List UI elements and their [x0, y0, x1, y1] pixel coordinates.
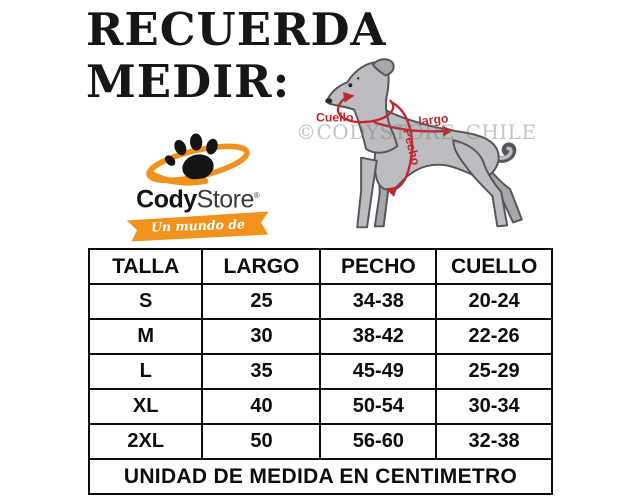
- cell-cuello: 20-24: [435, 283, 553, 320]
- cell-talla: S: [87, 283, 204, 320]
- cell-pecho: 38-42: [319, 318, 438, 355]
- watermark-text: ©CODYSTORE_CHILE: [296, 120, 537, 144]
- length-label: largo: [418, 111, 449, 128]
- logo-tagline: Un mundo de patitas: [150, 216, 246, 260]
- brand-name-light: Store: [196, 185, 255, 214]
- cell-pecho: 45-49: [319, 353, 438, 390]
- cell-cuello: 25-29: [435, 353, 553, 390]
- size-chart-table: TALLA LARGO PECHO CUELLO S 25 34-38 20-2…: [87, 248, 553, 495]
- cell-cuello: 30-34: [435, 388, 553, 425]
- logo-ribbon: Un mundo de patitas: [125, 209, 272, 260]
- table-row: 2XL 50 56-60 32-38: [87, 423, 553, 460]
- cell-largo: 50: [201, 423, 322, 460]
- table-row: XL 40 50-54 30-34: [87, 388, 553, 425]
- cell-talla: XL: [87, 388, 204, 425]
- table-row: M 30 38-42 22-26: [87, 318, 553, 355]
- table-row: L 35 45-49 25-29: [87, 353, 553, 390]
- dog-measurement-diagram: Cuello Pecho largo: [316, 58, 523, 229]
- paw-ring-icon: [146, 133, 250, 186]
- ribbon-banner-shape: [126, 211, 269, 242]
- cell-largo: 40: [201, 388, 322, 425]
- page-title-line2: MEDIR:: [86, 55, 291, 108]
- chest-arrow: [385, 101, 414, 197]
- cell-pecho: 34-38: [319, 283, 438, 320]
- table-header-row: TALLA LARGO PECHO CUELLO: [87, 248, 553, 285]
- cell-talla: 2XL: [87, 423, 204, 460]
- cell-talla: L: [87, 353, 204, 390]
- cell-cuello: 22-26: [435, 318, 553, 355]
- neck-arrow: [336, 91, 395, 124]
- registered-mark: ®: [253, 191, 260, 200]
- page-title-line1: RECUERDA: [86, 3, 387, 56]
- header-talla: TALLA: [87, 248, 204, 285]
- cell-cuello: 32-38: [435, 423, 553, 460]
- table-row: S 25 34-38 20-24: [87, 283, 553, 320]
- cell-pecho: 50-54: [319, 388, 438, 425]
- brand-wordmark: CodyStore®: [120, 181, 276, 214]
- table-footer-row: UNIDAD DE MEDIDA EN CENTIMETRO: [88, 458, 553, 495]
- header-pecho: PECHO: [319, 248, 438, 285]
- length-arrow: [373, 121, 454, 137]
- cell-talla: M: [87, 318, 204, 355]
- cell-pecho: 56-60: [319, 423, 438, 460]
- measurement-arrows: [336, 91, 454, 197]
- page-title: RECUERDA MEDIR:: [86, 4, 386, 108]
- header-largo: LARGO: [201, 248, 322, 285]
- cell-largo: 35: [201, 353, 322, 390]
- units-note: UNIDAD DE MEDIDA EN CENTIMETRO: [88, 458, 553, 495]
- cell-largo: 25: [201, 283, 322, 320]
- brand-name-bold: Cody: [136, 185, 197, 214]
- cell-largo: 30: [201, 318, 322, 355]
- codystore-logo: CodyStore® Un mundo de patitas: [120, 124, 276, 260]
- header-cuello: CUELLO: [435, 248, 553, 285]
- neck-label: Cuello: [316, 110, 353, 124]
